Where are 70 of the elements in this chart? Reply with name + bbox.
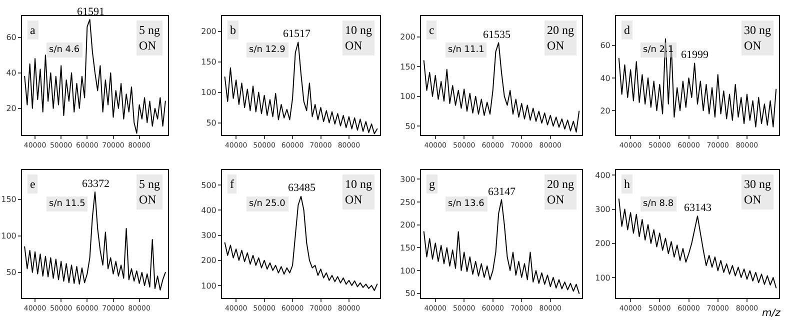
annotation: s/n 2.1 <box>643 45 674 55</box>
line-series <box>24 191 166 290</box>
y-tick-label: 40 <box>600 74 610 83</box>
annotation: 5 ng ON <box>139 23 160 53</box>
y-tick-label: 200 <box>400 32 416 42</box>
annotation: 10 ng ON <box>345 23 372 53</box>
y-tick-label: 150 <box>400 62 416 72</box>
y-tick-label: 200 <box>400 220 416 230</box>
line-series <box>618 38 777 128</box>
y-tick-label: 40 <box>6 68 16 78</box>
y-tick-label: 250 <box>400 198 416 207</box>
annotation: 61517 <box>283 28 311 40</box>
annotation: f <box>230 177 234 191</box>
annotation: s/n 8.8 <box>643 199 674 209</box>
annotation: g <box>429 177 435 191</box>
annotation: b <box>230 23 236 37</box>
y-tick-label: 100 <box>1 232 16 241</box>
y-tick-label: 100 <box>201 281 216 290</box>
y-tick-label: 100 <box>595 273 610 282</box>
y-tick-label: 300 <box>595 205 610 214</box>
line-series <box>423 42 580 133</box>
y-tick-label: 300 <box>400 174 416 184</box>
annotation: d <box>624 23 630 37</box>
annotation: 20 ng ON <box>547 23 574 53</box>
annotation: 30 ng ON <box>744 177 771 207</box>
y-tick-label: 20 <box>6 104 16 114</box>
y-tick-label: 50 <box>405 122 416 131</box>
annotation: 5 ng ON <box>139 177 160 207</box>
annotation: s/n 4.6 <box>49 45 80 55</box>
annotation: c <box>429 23 434 37</box>
y-tick-label: 100 <box>400 92 416 102</box>
annotation: 61999 <box>681 49 709 61</box>
annotation: e <box>30 177 36 191</box>
annotation: s/n 11.1 <box>448 45 484 55</box>
annotation: a <box>30 23 36 37</box>
annotation: s/n 13.6 <box>448 199 485 209</box>
annotation: 20 ng ON <box>547 177 574 207</box>
annotation: s/n 12.9 <box>249 45 286 55</box>
line-series <box>24 19 166 134</box>
annotation: 61535 <box>483 29 511 41</box>
y-tick-label: 60 <box>600 41 610 50</box>
y-tick-label: 60 <box>6 33 16 42</box>
y-tick-label: 400 <box>201 206 216 215</box>
y-tick-label: 20 <box>600 106 610 116</box>
y-tick-label: 50 <box>405 289 416 298</box>
y-tick-label: 200 <box>201 256 216 266</box>
y-tick-label: 200 <box>595 239 610 248</box>
y-tick-label: 50 <box>6 268 16 278</box>
y-tick-label: 150 <box>201 58 216 67</box>
y-tick-label: 150 <box>1 195 16 204</box>
y-tick-label: 400 <box>595 170 610 180</box>
annotation: s/n 25.0 <box>249 199 286 209</box>
annotation: 61591 <box>77 6 104 18</box>
annotation: 63372 <box>82 178 110 190</box>
line-series <box>224 196 378 291</box>
x-axis-title: m/z <box>762 308 782 319</box>
y-tick-label: 150 <box>400 244 416 253</box>
annotation: s/n 11.5 <box>49 199 86 209</box>
y-tick-label: 100 <box>201 88 216 98</box>
annotation: 30 ng ON <box>744 23 771 53</box>
y-tick-label: 100 <box>400 266 416 276</box>
y-tick-label: 200 <box>201 27 216 36</box>
annotation: h <box>624 177 630 191</box>
annotation: 10 ng ON <box>345 177 372 207</box>
annotation: 63143 <box>684 202 712 214</box>
annotation: 63485 <box>288 182 316 194</box>
annotation: 63147 <box>488 186 516 198</box>
y-tick-label: 500 <box>201 180 216 190</box>
y-tick-label: 300 <box>201 231 216 240</box>
y-tick-label: 50 <box>206 118 216 128</box>
